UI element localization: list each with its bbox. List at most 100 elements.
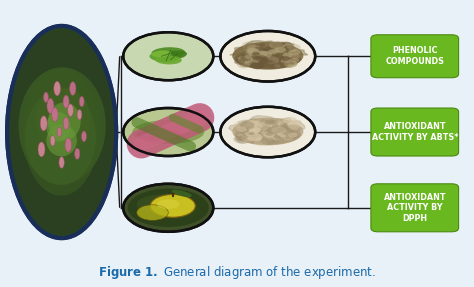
Circle shape (290, 58, 299, 63)
Circle shape (268, 64, 278, 69)
Circle shape (253, 127, 262, 132)
Circle shape (258, 63, 268, 68)
Circle shape (263, 49, 276, 56)
Circle shape (265, 119, 275, 124)
Circle shape (123, 32, 213, 80)
Ellipse shape (244, 121, 282, 130)
Ellipse shape (137, 128, 182, 140)
Circle shape (270, 49, 278, 53)
Circle shape (242, 125, 256, 132)
Circle shape (245, 51, 258, 58)
Circle shape (253, 47, 266, 54)
Circle shape (279, 123, 288, 127)
Circle shape (243, 123, 257, 131)
Circle shape (255, 137, 262, 140)
Circle shape (283, 44, 292, 49)
Ellipse shape (54, 81, 61, 96)
Circle shape (271, 127, 286, 134)
Circle shape (285, 64, 292, 68)
Circle shape (242, 135, 247, 138)
Circle shape (257, 127, 264, 131)
Ellipse shape (9, 29, 115, 235)
Circle shape (293, 135, 299, 138)
Ellipse shape (46, 112, 70, 141)
Circle shape (240, 55, 252, 61)
Circle shape (244, 129, 258, 136)
Ellipse shape (70, 82, 76, 95)
Circle shape (280, 56, 290, 61)
Circle shape (272, 124, 279, 128)
Circle shape (272, 42, 283, 48)
Circle shape (259, 43, 265, 47)
Circle shape (264, 56, 279, 64)
Circle shape (240, 134, 246, 138)
Circle shape (237, 61, 250, 68)
Circle shape (272, 64, 279, 68)
Text: ANTIOXIDANT
ACTIVITY BY ABTS*: ANTIOXIDANT ACTIVITY BY ABTS* (372, 122, 458, 142)
Circle shape (261, 45, 271, 51)
Circle shape (283, 117, 297, 124)
Circle shape (284, 61, 298, 68)
Circle shape (252, 62, 264, 69)
Ellipse shape (40, 116, 47, 131)
Circle shape (288, 121, 299, 127)
Circle shape (241, 135, 254, 142)
Circle shape (238, 55, 253, 63)
Circle shape (248, 127, 260, 134)
Circle shape (247, 50, 257, 55)
Circle shape (262, 123, 270, 127)
FancyBboxPatch shape (371, 35, 459, 78)
Circle shape (260, 127, 271, 132)
Circle shape (245, 124, 255, 130)
Ellipse shape (7, 26, 116, 238)
Circle shape (279, 127, 284, 130)
Ellipse shape (172, 190, 192, 197)
Circle shape (239, 136, 246, 139)
Circle shape (270, 125, 277, 128)
Circle shape (266, 46, 274, 50)
Circle shape (271, 42, 285, 50)
Circle shape (289, 54, 300, 59)
Ellipse shape (50, 135, 55, 146)
Circle shape (266, 59, 273, 63)
Circle shape (241, 128, 250, 133)
Circle shape (248, 126, 263, 134)
Circle shape (265, 125, 271, 128)
Circle shape (240, 121, 255, 129)
Circle shape (286, 44, 301, 51)
Circle shape (278, 47, 288, 53)
Circle shape (248, 50, 260, 57)
Circle shape (290, 49, 296, 52)
Circle shape (237, 127, 247, 132)
Circle shape (286, 61, 297, 67)
Circle shape (268, 120, 278, 125)
Circle shape (239, 60, 253, 67)
Circle shape (254, 56, 266, 63)
Circle shape (243, 57, 253, 62)
Circle shape (251, 58, 261, 63)
Ellipse shape (77, 110, 82, 120)
Circle shape (273, 137, 280, 141)
Circle shape (246, 48, 257, 54)
Circle shape (256, 123, 270, 131)
Ellipse shape (63, 117, 69, 129)
Circle shape (289, 125, 299, 130)
Circle shape (255, 51, 268, 57)
Circle shape (274, 135, 281, 139)
Circle shape (235, 136, 246, 141)
Circle shape (283, 56, 294, 62)
Circle shape (247, 45, 259, 52)
Ellipse shape (46, 125, 77, 156)
Circle shape (277, 49, 283, 53)
Circle shape (278, 47, 289, 53)
Ellipse shape (146, 120, 200, 134)
Circle shape (277, 46, 284, 50)
Circle shape (245, 61, 253, 65)
Circle shape (266, 134, 274, 138)
Text: PHENOLIC
COMPOUNDS: PHENOLIC COMPOUNDS (385, 46, 444, 66)
Ellipse shape (163, 51, 187, 60)
Circle shape (257, 57, 269, 63)
Circle shape (248, 133, 263, 141)
FancyBboxPatch shape (371, 108, 459, 156)
Ellipse shape (244, 46, 282, 54)
